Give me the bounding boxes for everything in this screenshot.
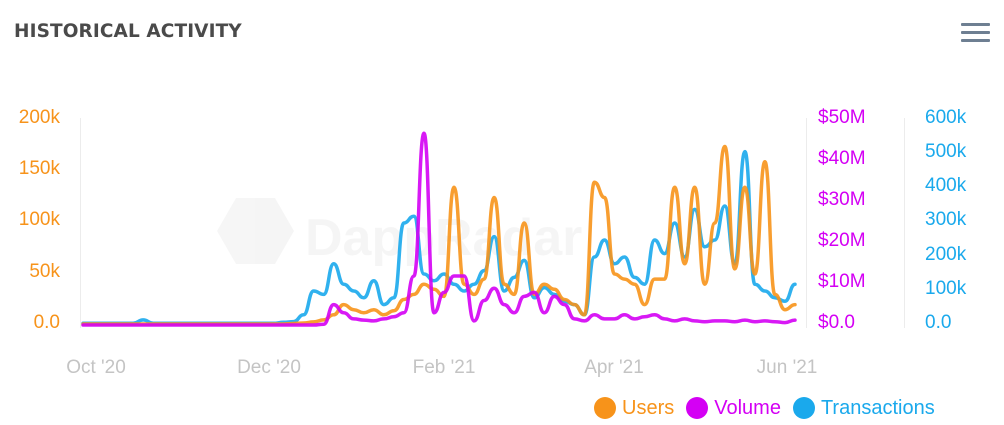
volume-tick: $50M (818, 107, 866, 128)
legend-label: Volume (714, 396, 781, 419)
volume-line[interactable] (81, 131, 797, 327)
transactions-tick: 300k (925, 209, 967, 230)
legend-item-users[interactable]: Users (594, 397, 674, 420)
watermark-text: DappRadar (305, 209, 582, 267)
users-tick: 150k (18, 158, 60, 179)
left-axis-line (80, 118, 81, 328)
volume-dot-icon (686, 397, 709, 419)
series-layer (81, 131, 797, 327)
volume-axis-line (806, 118, 807, 328)
x-tick: Dec '20 (237, 357, 301, 378)
transactions-tick: 500k (925, 141, 967, 162)
volume-tick: $40M (818, 148, 866, 169)
transactions-tick: 200k (925, 244, 967, 265)
volume-tick: $0.0 (818, 312, 855, 333)
legend-label: Transactions (820, 396, 935, 419)
x-tick: Apr '21 (584, 357, 644, 378)
hamburger-menu-icon (961, 23, 990, 26)
chart-title: HISTORICAL ACTIVITY (14, 21, 242, 42)
transactions-tick: 400k (925, 175, 967, 196)
dappradar-logo-icon (217, 198, 294, 264)
volume-tick: $20M (818, 230, 866, 251)
legend-label: Users (622, 396, 675, 419)
legend: Users Volume Transactions (582, 394, 935, 422)
hamburger-menu-icon (961, 31, 990, 34)
legend-item-transactions[interactable]: Transactions (792, 396, 935, 420)
users-tick: 200k (18, 107, 60, 128)
users-tick: 100k (18, 209, 60, 230)
x-tick: Feb '21 (412, 357, 476, 378)
transactions-axis-line (904, 118, 905, 328)
legend-item-volume[interactable]: Volume (686, 397, 781, 420)
transactions-dot-icon (792, 397, 815, 419)
hamburger-menu-icon (961, 39, 990, 42)
x-tick: Oct '20 (66, 357, 126, 378)
volume-tick: $10M (818, 271, 866, 292)
users-tick: 50k (29, 261, 60, 282)
transactions-tick: 0.0 (925, 312, 952, 333)
users-dot-icon (594, 397, 616, 419)
volume-tick: $30M (818, 189, 866, 210)
transactions-tick: 100k (925, 278, 967, 299)
transactions-tick: 600k (925, 107, 967, 128)
users-tick: 0.0 (33, 312, 60, 333)
x-tick: Jun '21 (756, 357, 818, 378)
hamburger-menu-button[interactable] (958, 20, 992, 44)
